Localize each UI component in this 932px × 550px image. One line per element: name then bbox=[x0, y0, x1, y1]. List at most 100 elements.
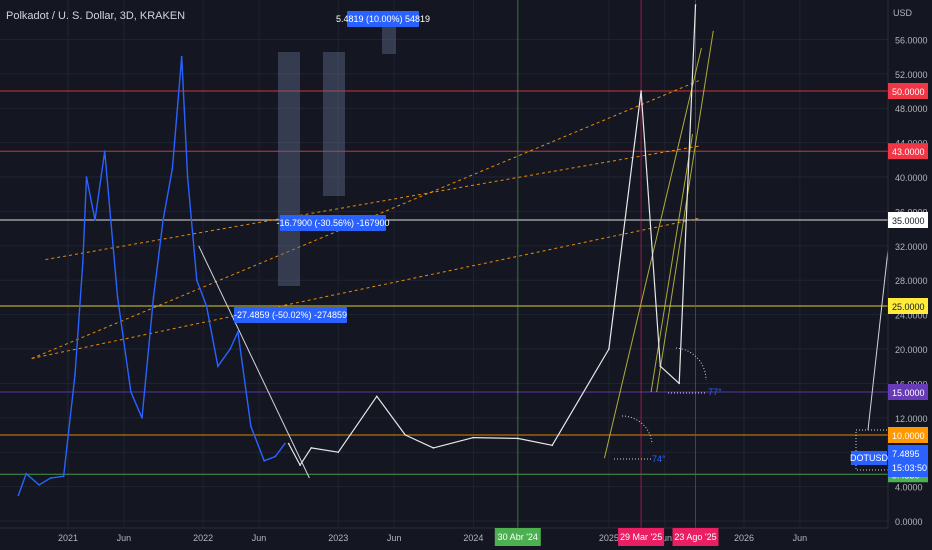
y-tick-label: 28.0000 bbox=[895, 276, 928, 286]
price-point bbox=[217, 365, 219, 368]
level-badge-label: 10.0000 bbox=[892, 431, 925, 441]
y-tick-label: 48.0000 bbox=[895, 104, 928, 114]
trend-channel-dashed bbox=[45, 145, 699, 261]
chart-title: Polkadot / U. S. Dollar, 3D, KRAKEN bbox=[6, 10, 185, 22]
measure-badge bbox=[234, 307, 347, 323]
price-point bbox=[49, 477, 52, 479]
measure-badge bbox=[280, 215, 386, 231]
x-tick-label: Jun bbox=[117, 533, 132, 543]
price-point bbox=[237, 330, 239, 333]
measure-box bbox=[278, 52, 300, 286]
angle-arc bbox=[668, 347, 707, 394]
y-tick-label: 4.0000 bbox=[895, 483, 923, 493]
projection-point bbox=[375, 395, 378, 398]
projection-point bbox=[472, 436, 475, 439]
level-badge-label: 43.0000 bbox=[892, 147, 925, 157]
price-point bbox=[186, 176, 189, 178]
level-badge bbox=[888, 83, 928, 99]
x-tick-label: 2026 bbox=[734, 533, 754, 543]
current-price-label: 7.4895 bbox=[892, 449, 920, 459]
price-point bbox=[85, 176, 88, 178]
price-point bbox=[195, 279, 198, 282]
price-point bbox=[205, 305, 208, 307]
price-series bbox=[17, 4, 697, 497]
x-tick-label: 2022 bbox=[193, 533, 213, 543]
angle-line bbox=[650, 133, 694, 393]
x-tick-label: Jun bbox=[793, 533, 808, 543]
price-point bbox=[274, 455, 277, 458]
price-point bbox=[180, 55, 183, 58]
x-tick-label: 2024 bbox=[463, 533, 483, 543]
level-badge-label: 15.0000 bbox=[892, 388, 925, 398]
price-point bbox=[284, 442, 286, 445]
y-tick-label: 40.0000 bbox=[895, 173, 928, 183]
projection-point bbox=[551, 444, 554, 447]
level-badge bbox=[888, 384, 928, 400]
price-point bbox=[74, 373, 76, 376]
y-tick-label: 12.0000 bbox=[895, 414, 928, 424]
x-tick-label: 2025 bbox=[599, 533, 619, 543]
price-point bbox=[263, 459, 266, 462]
price-point bbox=[130, 391, 132, 393]
horizontal-levels bbox=[0, 90, 888, 475]
level-badge bbox=[888, 212, 928, 228]
connector-line bbox=[867, 249, 889, 431]
projection-point bbox=[659, 365, 662, 368]
x-tick-label: Jun bbox=[658, 533, 673, 543]
currency-label: USD bbox=[893, 8, 913, 18]
price-point bbox=[171, 167, 174, 170]
symbol-badge bbox=[851, 451, 887, 465]
projection-point bbox=[640, 90, 642, 92]
countdown-label: 15:03:50 bbox=[892, 463, 927, 473]
measure-badge-label: -27.4859 (-50.02%) -274859 bbox=[234, 310, 347, 320]
price-point bbox=[103, 150, 106, 153]
date-marker-label: 23 Ago '25 bbox=[674, 532, 716, 542]
level-badge bbox=[888, 143, 928, 160]
measure-badge bbox=[347, 11, 419, 27]
x-tick-label: 2023 bbox=[328, 533, 348, 543]
price-point bbox=[162, 219, 165, 221]
price-point bbox=[152, 296, 155, 299]
angle-arc bbox=[614, 415, 653, 460]
price-point bbox=[94, 219, 96, 221]
date-marker-badge bbox=[672, 528, 719, 546]
level-badge-label: 25.0000 bbox=[892, 302, 925, 312]
projection-point bbox=[299, 464, 301, 466]
y-tick-label: 56.0000 bbox=[895, 35, 928, 45]
projection-point bbox=[404, 434, 407, 436]
date-marker-label: 30 Abr '24 bbox=[498, 532, 538, 542]
current-price-badge bbox=[888, 445, 928, 477]
measure-box bbox=[382, 24, 396, 54]
projection-point bbox=[694, 4, 697, 6]
date-marker-badge bbox=[618, 528, 665, 546]
y-tick-label: 20.0000 bbox=[895, 345, 928, 355]
projection-point bbox=[310, 447, 313, 449]
x-tick-label: Jun bbox=[252, 533, 267, 543]
symbol-badge-label: DOTUSD bbox=[850, 453, 889, 463]
price-point bbox=[229, 348, 232, 350]
descending-trendline bbox=[198, 245, 310, 479]
projection-point bbox=[287, 442, 290, 445]
price-point bbox=[249, 425, 252, 428]
angle-label: 77° bbox=[708, 387, 722, 397]
y-tick-label: 24.0000 bbox=[895, 311, 928, 321]
price-point bbox=[38, 483, 41, 486]
level-badge-label: 35.0000 bbox=[892, 216, 925, 226]
price-point bbox=[62, 475, 65, 478]
measure-badge-label: -16.7900 (-30.56%) -167900 bbox=[276, 218, 389, 228]
level-badge-label: 50.0000 bbox=[892, 87, 925, 97]
vertical-markers bbox=[517, 0, 697, 528]
x-tick-label: Jun bbox=[387, 533, 402, 543]
measure-box bbox=[323, 52, 345, 196]
price-point bbox=[25, 472, 28, 475]
level-badge bbox=[888, 298, 928, 314]
x-tick-label: 2021 bbox=[58, 533, 78, 543]
projection-point bbox=[517, 437, 519, 440]
projection-point bbox=[608, 348, 610, 350]
date-marker-badge bbox=[494, 528, 541, 546]
angle-label: 74° bbox=[652, 454, 666, 464]
projection-point bbox=[432, 447, 435, 449]
date-marker-label: 29 Mar '25 bbox=[620, 532, 662, 542]
